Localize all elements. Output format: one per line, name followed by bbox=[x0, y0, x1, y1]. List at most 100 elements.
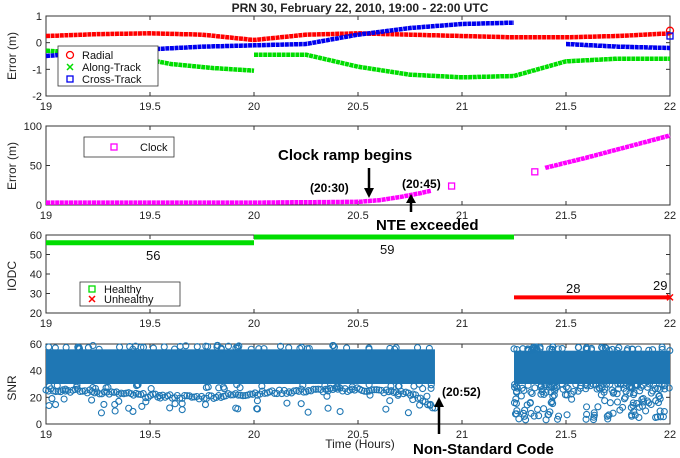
snr-point bbox=[540, 405, 548, 413]
snr-point bbox=[642, 407, 650, 415]
x-tick-label: 22 bbox=[664, 210, 676, 222]
snr-point bbox=[204, 383, 212, 391]
snr-point bbox=[129, 407, 137, 415]
legend-marker bbox=[88, 285, 96, 293]
snr-point bbox=[627, 411, 636, 419]
snr-point bbox=[522, 416, 530, 424]
unhealthy-end-marker bbox=[666, 293, 674, 301]
snr-point bbox=[427, 381, 435, 389]
snr-point bbox=[609, 409, 617, 417]
snr-point bbox=[519, 409, 527, 417]
arrow-nte bbox=[406, 194, 416, 212]
snr-point bbox=[391, 345, 399, 353]
snr-point bbox=[60, 395, 68, 403]
snr-point bbox=[527, 388, 535, 396]
snr-point bbox=[636, 387, 644, 395]
snr-point bbox=[537, 390, 545, 398]
y-tick-label: 40 bbox=[30, 366, 42, 378]
snr-point bbox=[297, 400, 305, 408]
legend-marker bbox=[110, 143, 118, 151]
cross-track-end-marker bbox=[666, 32, 674, 40]
x-tick-label: 22 bbox=[664, 101, 676, 113]
y-axis-label-p3: SNR bbox=[5, 375, 19, 401]
snr-point bbox=[622, 387, 630, 395]
snr-point bbox=[545, 380, 553, 389]
snr-point bbox=[323, 392, 331, 400]
snr-point bbox=[598, 343, 606, 351]
y-axis-label-p0: Error (m) bbox=[5, 32, 19, 80]
snr-point bbox=[583, 382, 591, 390]
snr-point bbox=[609, 389, 617, 397]
snr-point bbox=[392, 344, 400, 352]
snr-point bbox=[660, 407, 668, 416]
snr-point bbox=[531, 384, 539, 392]
snr-point bbox=[329, 342, 337, 350]
snr-point bbox=[215, 384, 223, 392]
snr-point bbox=[296, 344, 304, 352]
snr-point bbox=[336, 407, 344, 416]
series-clock bbox=[46, 188, 432, 205]
x-tick-label: 21.5 bbox=[555, 210, 576, 222]
snr-point bbox=[370, 386, 378, 394]
x-tick-label: 20.5 bbox=[347, 318, 368, 330]
legend-label: Radial bbox=[82, 50, 113, 62]
y-tick-label: 0 bbox=[36, 38, 42, 50]
snr-point bbox=[76, 387, 84, 396]
snr-point bbox=[62, 343, 70, 352]
snr-point bbox=[561, 391, 569, 399]
snr-point bbox=[647, 389, 655, 397]
y-tick-label: 0 bbox=[36, 200, 42, 212]
snr-point bbox=[258, 382, 266, 390]
y-tick-label: 50 bbox=[30, 161, 42, 173]
snr-point bbox=[649, 346, 657, 354]
snr-point bbox=[45, 343, 53, 351]
x-tick-label: 22 bbox=[664, 429, 676, 441]
snr-point bbox=[574, 387, 582, 395]
snr-point bbox=[270, 389, 279, 397]
annotation-nte-exceeded: NTE exceeded bbox=[376, 217, 479, 234]
snr-point bbox=[535, 412, 543, 420]
snr-point bbox=[234, 391, 242, 399]
x-tick-label: 19.5 bbox=[139, 101, 160, 113]
legend-marker bbox=[66, 63, 74, 71]
iodc-value-56: 56 bbox=[146, 248, 160, 263]
snr-point bbox=[201, 401, 210, 409]
legend-label: Cross-Track bbox=[82, 74, 142, 86]
snr-point bbox=[608, 386, 616, 394]
snr-point bbox=[631, 411, 639, 419]
snr-point bbox=[520, 386, 528, 395]
y-axis-label-p2: IODC bbox=[5, 261, 19, 291]
snr-point bbox=[253, 397, 261, 405]
snr-point bbox=[100, 400, 108, 408]
x-stroke bbox=[666, 293, 674, 301]
snr-point bbox=[616, 406, 624, 414]
snr-point bbox=[595, 384, 603, 392]
snr-point bbox=[178, 406, 186, 414]
snr-point bbox=[542, 416, 550, 424]
legend-label: Along-Track bbox=[82, 62, 141, 74]
snr-point bbox=[630, 391, 638, 399]
snr-dense-band bbox=[514, 350, 670, 384]
iodc-value-28: 28 bbox=[566, 281, 580, 296]
snr-point bbox=[142, 398, 150, 406]
snr-point bbox=[115, 397, 123, 405]
snr-point bbox=[183, 392, 191, 400]
snr-point bbox=[513, 387, 521, 395]
snr-point bbox=[666, 347, 674, 355]
snr-point bbox=[181, 391, 189, 400]
snr-point bbox=[554, 415, 562, 423]
snr-point bbox=[139, 343, 148, 351]
snr-point bbox=[88, 396, 96, 404]
snr-point bbox=[554, 412, 563, 420]
snr-point bbox=[658, 345, 666, 353]
snr-point bbox=[51, 344, 59, 352]
clock-error-panel: 19 19.5 20 20.5 21 21.5 22 0 50 100 Clock bbox=[24, 121, 676, 222]
x-tick-label: 20 bbox=[248, 429, 260, 441]
iodc-value-59: 59 bbox=[380, 242, 394, 257]
snr-point bbox=[138, 402, 146, 410]
snr-point bbox=[631, 381, 639, 389]
snr-point bbox=[304, 387, 313, 395]
x-tick-label: 21.5 bbox=[555, 318, 576, 330]
series-along-track bbox=[513, 56, 670, 79]
snr-point bbox=[428, 404, 437, 412]
